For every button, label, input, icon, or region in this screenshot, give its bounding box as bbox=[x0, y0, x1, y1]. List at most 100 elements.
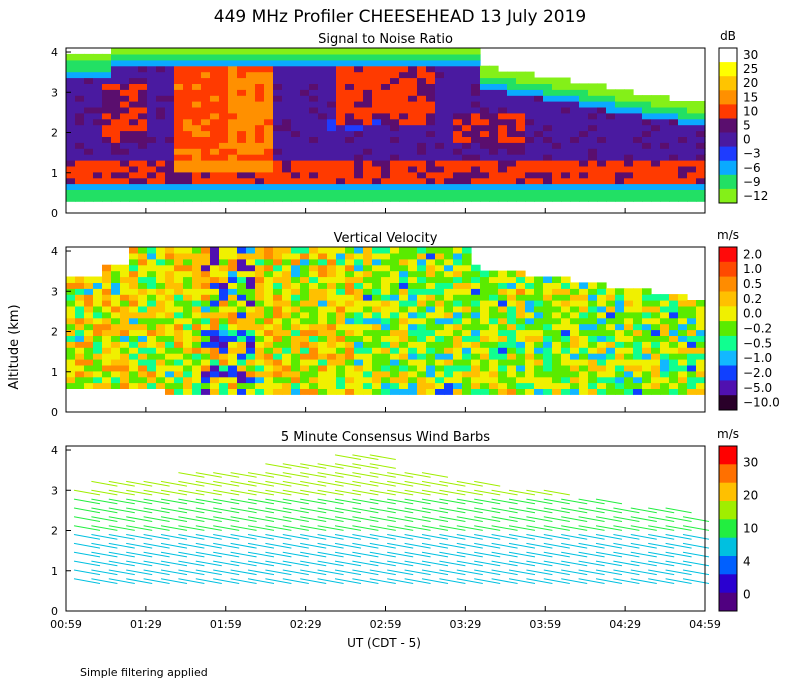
data-cell bbox=[84, 370, 94, 378]
data-cell bbox=[417, 95, 427, 102]
data-cell bbox=[210, 329, 220, 336]
data-cell bbox=[624, 359, 634, 366]
data-cell bbox=[309, 258, 319, 266]
data-cell bbox=[399, 171, 409, 179]
data-cell bbox=[651, 118, 661, 126]
data-cell bbox=[687, 364, 697, 372]
data-cell bbox=[417, 247, 427, 254]
wind-barb bbox=[613, 507, 640, 514]
wind-barb bbox=[178, 551, 205, 558]
wind-barb bbox=[561, 542, 588, 549]
data-cell bbox=[408, 177, 418, 185]
data-cell bbox=[93, 341, 103, 348]
data-cell bbox=[210, 195, 220, 202]
data-cell bbox=[372, 317, 382, 325]
data-cell bbox=[201, 165, 211, 173]
data-cell bbox=[201, 171, 211, 179]
data-cell bbox=[471, 311, 481, 319]
wind-barb bbox=[230, 542, 257, 549]
data-cell bbox=[381, 195, 391, 202]
data-cell bbox=[156, 148, 166, 155]
data-cell bbox=[678, 388, 688, 395]
data-cell bbox=[516, 359, 526, 366]
data-cell bbox=[291, 189, 301, 196]
data-cell bbox=[624, 376, 634, 384]
data-cell bbox=[390, 136, 400, 143]
data-cell bbox=[174, 258, 184, 266]
data-cell bbox=[102, 382, 112, 389]
data-cell bbox=[75, 183, 85, 190]
wind-barb bbox=[387, 516, 414, 522]
data-cell bbox=[363, 300, 373, 307]
data-cell bbox=[237, 258, 247, 266]
data-cell bbox=[300, 264, 310, 272]
data-cell bbox=[93, 106, 103, 114]
data-cell bbox=[471, 300, 481, 307]
data-cell bbox=[75, 359, 85, 366]
data-cell bbox=[291, 258, 301, 266]
data-cell bbox=[255, 59, 265, 67]
data-cell bbox=[282, 247, 292, 254]
data-cell bbox=[543, 335, 553, 342]
data-cell bbox=[615, 101, 625, 108]
data-cell bbox=[309, 288, 319, 295]
data-cell bbox=[111, 382, 121, 389]
data-cell bbox=[174, 142, 184, 149]
wind-barb bbox=[578, 507, 605, 514]
data-cell bbox=[336, 364, 346, 372]
data-cell bbox=[678, 142, 688, 149]
data-cell bbox=[336, 294, 346, 301]
data-cell bbox=[480, 376, 490, 384]
data-cell bbox=[615, 382, 625, 389]
data-cell bbox=[687, 359, 697, 366]
data-cell bbox=[120, 177, 130, 185]
data-cell bbox=[111, 305, 121, 313]
data-cell bbox=[462, 171, 472, 179]
data-cell bbox=[588, 388, 598, 395]
filtering-note: Simple filtering applied bbox=[80, 666, 208, 679]
data-cell bbox=[381, 282, 391, 289]
data-cell bbox=[543, 154, 553, 161]
data-cell bbox=[246, 317, 256, 325]
data-cell bbox=[93, 317, 103, 325]
data-cell bbox=[300, 130, 310, 137]
data-cell bbox=[408, 276, 418, 283]
wind-barb bbox=[369, 516, 396, 522]
data-cell bbox=[75, 300, 85, 307]
data-cell bbox=[516, 341, 526, 348]
wind-barb bbox=[213, 507, 240, 514]
data-cell bbox=[579, 364, 589, 372]
data-cell bbox=[111, 270, 121, 278]
data-cell bbox=[498, 353, 508, 360]
data-cell bbox=[507, 136, 517, 143]
colorbar-swatch bbox=[719, 132, 737, 148]
wind-barb bbox=[317, 542, 344, 549]
data-cell bbox=[615, 347, 625, 354]
data-cell bbox=[111, 154, 121, 161]
data-cell bbox=[300, 160, 310, 167]
data-cell bbox=[102, 160, 112, 167]
data-cell bbox=[399, 183, 409, 190]
data-cell bbox=[228, 370, 238, 378]
data-cell bbox=[183, 382, 193, 389]
data-cell bbox=[300, 370, 310, 378]
data-cell bbox=[372, 177, 382, 185]
data-cell bbox=[579, 154, 589, 161]
data-cell bbox=[624, 101, 634, 108]
data-cell bbox=[606, 136, 616, 143]
data-cell bbox=[588, 329, 598, 336]
data-cell bbox=[651, 329, 661, 336]
data-cell bbox=[120, 77, 130, 84]
data-cell bbox=[165, 335, 175, 342]
data-cell bbox=[543, 370, 553, 378]
data-cell bbox=[633, 183, 643, 190]
data-cell bbox=[462, 160, 472, 167]
data-cell bbox=[309, 165, 319, 173]
data-cell bbox=[615, 95, 625, 102]
data-cell bbox=[300, 101, 310, 108]
data-cell bbox=[444, 359, 454, 366]
data-cell bbox=[228, 195, 238, 202]
data-cell bbox=[354, 165, 364, 173]
data-cell bbox=[444, 382, 454, 389]
wind-barb bbox=[491, 542, 518, 549]
